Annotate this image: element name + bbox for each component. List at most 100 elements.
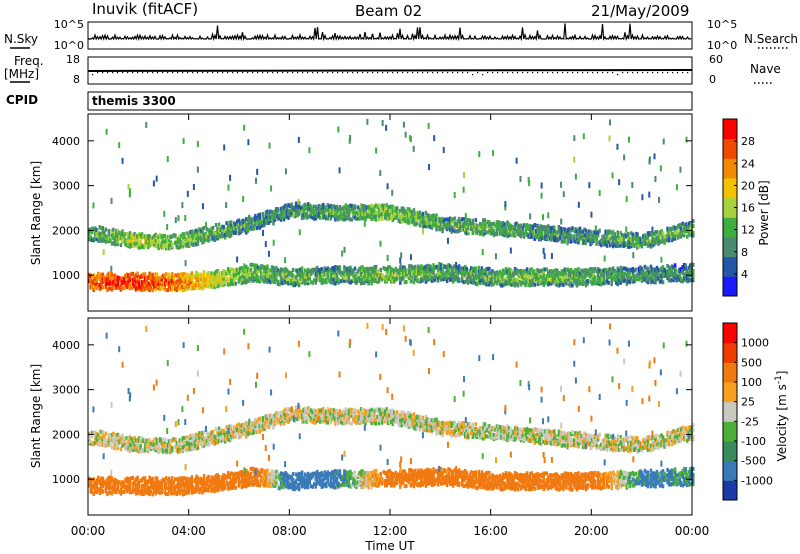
heatmap-cell: [285, 205, 289, 210]
heatmap-cell: [98, 233, 102, 238]
heatmap-cell: [548, 269, 552, 274]
heatmap-cell: [572, 270, 576, 275]
nave-dot: [662, 72, 664, 74]
heatmap-cell: [136, 273, 139, 278]
heatmap-cell: [377, 273, 381, 278]
heatmap-cell: [350, 279, 354, 284]
heatmap-cell: [627, 273, 630, 278]
heatmap-cell: [547, 279, 550, 284]
heatmap-cell: [208, 278, 212, 283]
heatmap-cell: [451, 277, 455, 282]
heatmap-cell: [205, 235, 209, 240]
heatmap-cell: [220, 283, 224, 288]
heatmap-cell: [510, 269, 514, 274]
heatmap-cell: [136, 285, 139, 290]
heatmap-cell: [331, 206, 334, 211]
heatmap-cell: [331, 280, 334, 285]
heatmap-cell: [293, 208, 296, 213]
heatmap-cell: [110, 241, 114, 246]
heatmap-cell: [195, 233, 198, 238]
heatmap-cell: [471, 266, 475, 271]
heatmap-cell: [426, 263, 429, 268]
heatmap-cell: [344, 206, 348, 211]
nave-dot: [332, 72, 334, 74]
heatmap-cell: [282, 275, 286, 280]
nave-dot: [402, 72, 404, 74]
heatmap-cell: [352, 210, 355, 215]
heatmap-cell: [507, 277, 511, 282]
heatmap-cell: [421, 266, 425, 271]
heatmap-cell: [285, 268, 289, 273]
heatmap-cell: [201, 203, 204, 210]
heatmap-cell: [599, 270, 603, 275]
heatmap-cell: [362, 208, 366, 213]
heatmap-cell: [264, 214, 268, 219]
heatmap-cell: [400, 266, 404, 271]
heatmap-cell: [470, 273, 473, 278]
heatmap-cell: [439, 277, 443, 282]
heatmap-cell: [247, 139, 250, 146]
heatmap-cell: [344, 273, 348, 278]
heatmap-cell: [139, 242, 142, 247]
heatmap-cell: [554, 276, 558, 281]
heatmap-cell: [217, 234, 221, 239]
heatmap-cell: [349, 203, 352, 208]
heatmap-cell: [107, 281, 111, 286]
heatmap-cell: [246, 223, 250, 228]
heatmap-cell: [326, 208, 330, 213]
heatmap-cell: [528, 180, 531, 187]
heatmap-cell: [302, 215, 305, 220]
heatmap-cell: [198, 234, 201, 239]
heatmap-cell: [107, 232, 111, 237]
heatmap-cell: [367, 271, 370, 276]
heatmap-cell: [513, 266, 517, 271]
heatmap-cell: [456, 265, 459, 270]
heatmap-cell: [303, 202, 307, 207]
heatmap-cell: [661, 270, 665, 275]
heatmap-cell: [183, 235, 186, 240]
heatmap-cell: [386, 183, 389, 190]
heatmap-cell: [187, 244, 191, 249]
heatmap-cell: [382, 275, 385, 280]
heatmap-cell: [527, 279, 530, 284]
heatmap-cell: [308, 213, 311, 218]
heatmap-cell: [186, 286, 189, 291]
heatmap-cell: [415, 218, 419, 223]
heatmap-cell: [593, 278, 597, 283]
heatmap-cell: [308, 147, 311, 154]
heatmap-cell: [432, 266, 435, 271]
nsearch-tick-top: 10^5: [707, 18, 737, 31]
heatmap-cell: [184, 279, 188, 284]
nave-dot: [592, 72, 594, 74]
heatmap-cell: [140, 232, 144, 237]
heatmap-cell: [655, 277, 659, 282]
heatmap-cell: [148, 271, 151, 276]
nave-dot: [647, 72, 649, 74]
heatmap-cell: [471, 218, 475, 223]
heatmap-cell: [243, 228, 247, 233]
heatmap-cell: [216, 227, 219, 232]
heatmap-cell: [322, 208, 325, 213]
heatmap-cell: [338, 271, 342, 276]
heatmap-cell: [639, 268, 642, 273]
heatmap-cell: [548, 281, 552, 286]
heatmap-cell: [217, 274, 221, 279]
heatmap-cell: [619, 265, 623, 270]
heatmap-cell: [432, 263, 435, 268]
heatmap-cell: [320, 204, 324, 209]
heatmap-cell: [670, 264, 674, 269]
heatmap-cell: [331, 213, 334, 218]
heatmap-cell: [143, 240, 147, 245]
heatmap-cell: [273, 271, 277, 276]
heatmap-cell: [506, 275, 509, 280]
heatmap-cell: [242, 218, 245, 223]
heatmap-cell: [521, 280, 524, 285]
heatmap-cell: [654, 273, 657, 278]
heatmap-cell: [165, 278, 168, 283]
heatmap-cell: [136, 276, 139, 281]
nave-dot: [472, 74, 474, 76]
heatmap-cell: [358, 212, 361, 217]
heatmap-cell: [515, 268, 518, 273]
heatmap-cell: [621, 273, 624, 278]
heatmap-cell: [598, 276, 601, 281]
